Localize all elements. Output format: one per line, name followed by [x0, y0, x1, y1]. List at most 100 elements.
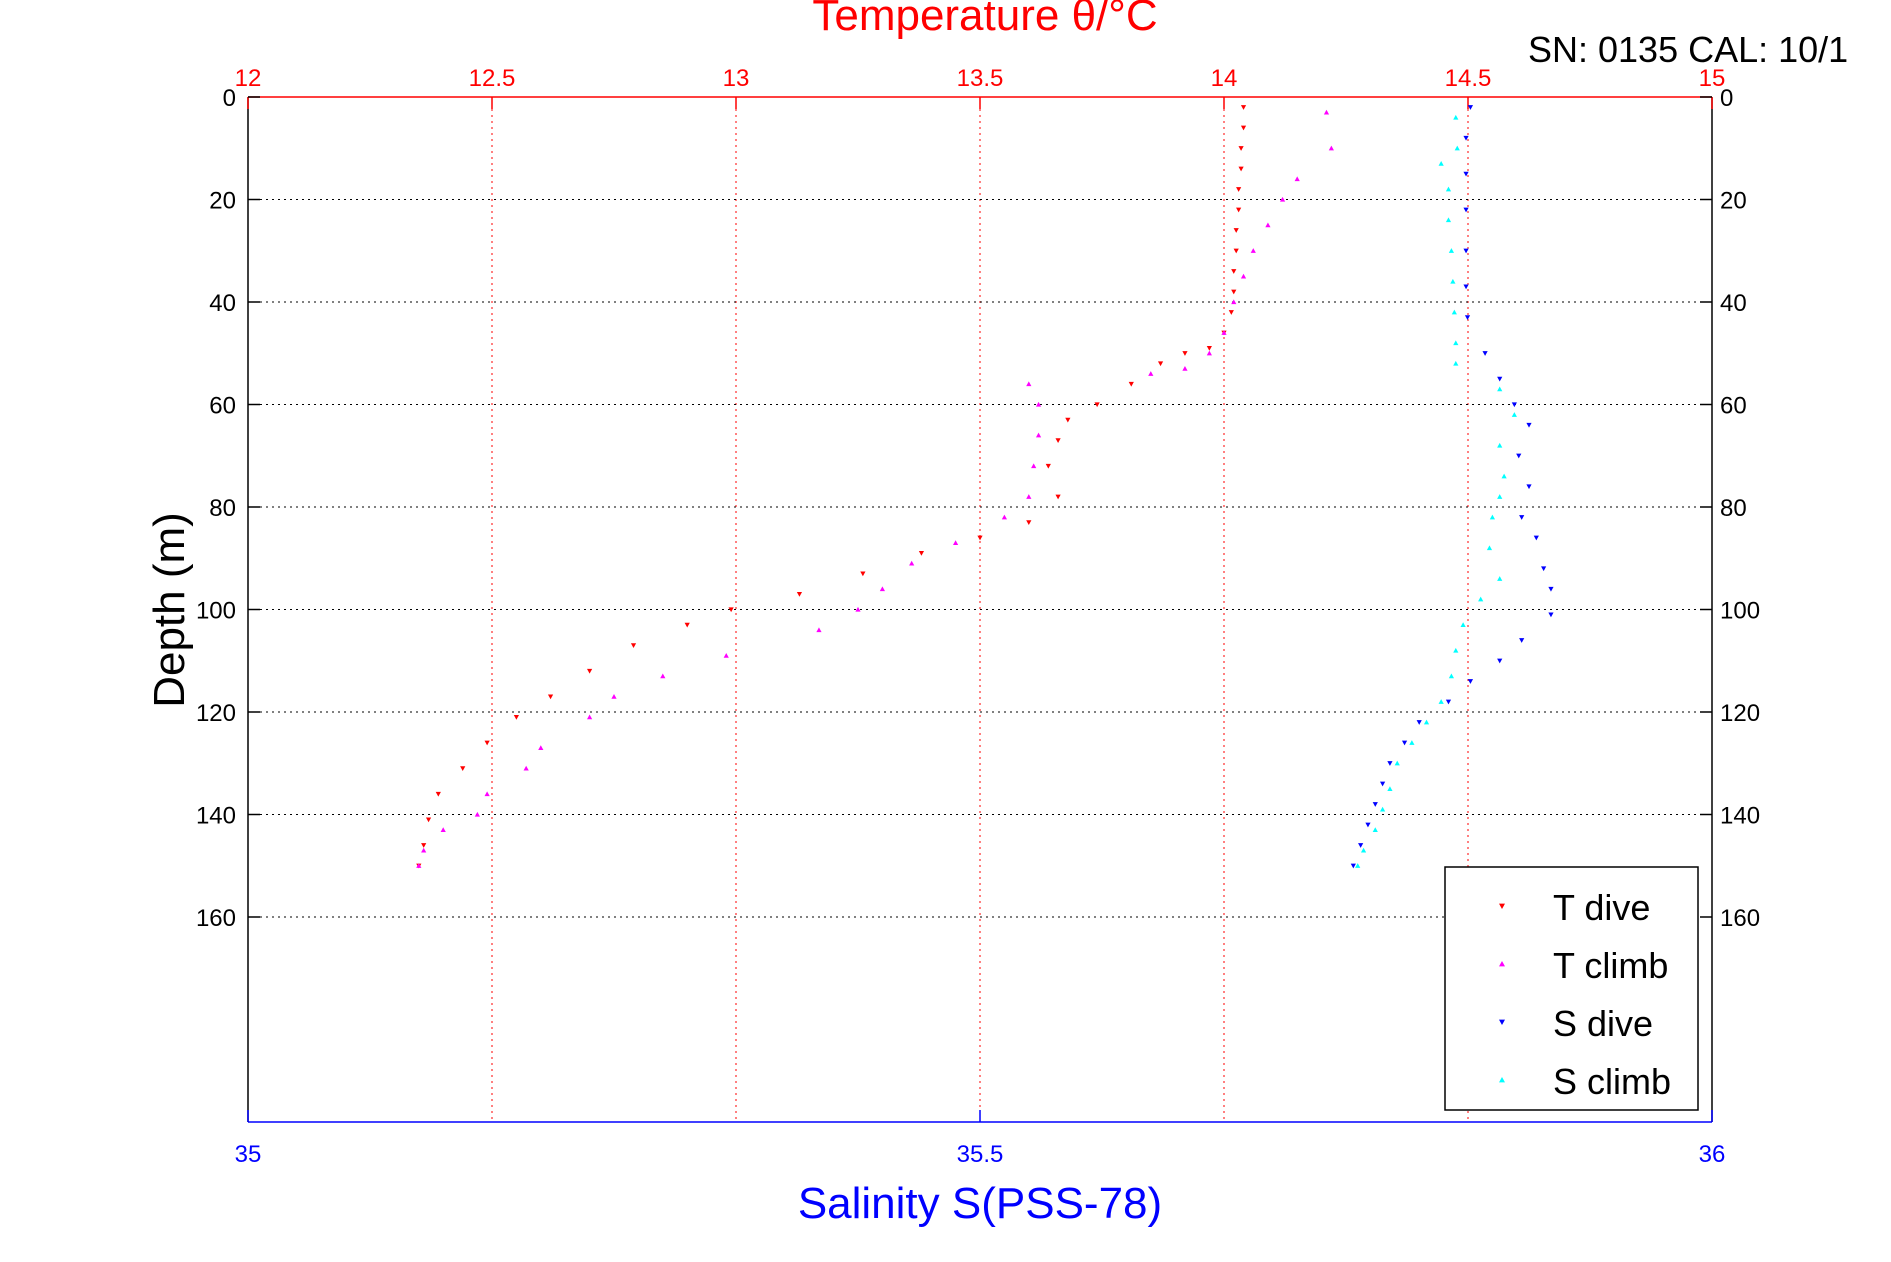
data-point	[460, 766, 466, 771]
tick-labels: 12 12.5 13 13.5 14 14.5 15 35 35.5 36 0 0 20 20 40 40 60…	[196, 65, 1760, 1168]
left-tick-label: 160	[196, 905, 236, 932]
data-point	[1279, 196, 1286, 202]
data-point	[1486, 545, 1493, 551]
right-tick-label: 120	[1720, 700, 1760, 727]
data-point	[587, 668, 593, 674]
data-point	[538, 745, 544, 750]
data-point	[1453, 647, 1459, 653]
data-point	[1445, 186, 1452, 192]
data-point	[1231, 289, 1237, 295]
grid-lines	[248, 97, 1712, 1122]
left-tick-label: 140	[196, 803, 236, 830]
data-point	[918, 551, 925, 556]
legend-marker	[1499, 903, 1505, 909]
data-point	[1450, 278, 1456, 284]
data-point	[1182, 351, 1188, 356]
data-point	[1328, 145, 1334, 151]
data-point	[1416, 720, 1422, 725]
data-point	[1438, 699, 1444, 704]
data-point	[1240, 273, 1247, 279]
legend-label: T climb	[1553, 945, 1668, 986]
data-point	[1035, 432, 1042, 438]
bottom-tick-label: 35.5	[957, 1141, 1004, 1168]
data-point	[1463, 284, 1469, 290]
data-point	[1240, 105, 1247, 110]
data-point	[1497, 376, 1503, 382]
data-point	[1380, 806, 1386, 812]
data-point	[1438, 161, 1444, 166]
left-tick-label: 20	[209, 188, 236, 215]
data-point	[1358, 843, 1364, 848]
data-point	[1182, 366, 1188, 371]
data-point	[523, 765, 529, 771]
data-point	[1055, 438, 1061, 443]
data-point	[1026, 381, 1032, 387]
data-point	[1206, 350, 1212, 356]
left-tick-label: 40	[209, 290, 236, 317]
data-point	[1372, 802, 1378, 807]
legend-label: S climb	[1553, 1061, 1671, 1102]
data-point	[1454, 145, 1460, 151]
left-tick-label: 0	[223, 85, 236, 112]
top-tick-label: 14	[1211, 65, 1238, 92]
data-point	[1451, 309, 1457, 315]
data-point	[1497, 386, 1503, 392]
data-point	[1026, 494, 1032, 499]
data-point	[1460, 622, 1466, 627]
data-point	[1250, 248, 1256, 253]
data-point	[1035, 401, 1042, 407]
left-tick-label: 120	[196, 700, 236, 727]
tick-marks	[247, 96, 1713, 1122]
data-point	[421, 847, 427, 853]
data-point	[1233, 228, 1239, 233]
data-point	[1233, 248, 1239, 254]
data-point	[1157, 361, 1164, 367]
right-tick-label: 20	[1720, 188, 1747, 215]
data-point	[909, 560, 915, 566]
data-point	[547, 694, 554, 700]
data-point	[1448, 673, 1455, 679]
right-tick-label: 40	[1720, 290, 1747, 317]
data-point	[1423, 719, 1430, 725]
data-point	[1031, 463, 1037, 469]
data-point	[1519, 638, 1525, 643]
data-point	[1001, 514, 1007, 520]
data-point	[1401, 740, 1408, 746]
data-point	[1516, 453, 1522, 459]
serial-calibration-annotation: SN: 0135 CAL: 10/1	[1528, 29, 1848, 70]
data-point	[1453, 340, 1459, 346]
data-point	[425, 817, 432, 823]
data-point	[1463, 135, 1469, 141]
top-tick-label: 15	[1699, 65, 1726, 92]
data-point	[879, 586, 885, 592]
data-point	[1467, 105, 1474, 110]
right-tick-label: 60	[1720, 393, 1747, 420]
data-point	[1497, 658, 1503, 664]
data-point	[1548, 586, 1554, 592]
data-point	[1360, 847, 1367, 853]
data-point	[1240, 125, 1247, 131]
data-point	[796, 592, 803, 597]
data-point	[630, 643, 637, 648]
data-point	[723, 653, 729, 658]
right-tick-label: 140	[1720, 803, 1760, 830]
data-point	[1355, 863, 1361, 868]
data-point	[1526, 422, 1532, 428]
data-point	[1372, 827, 1378, 832]
data-point	[1323, 109, 1330, 115]
data-point	[1128, 381, 1134, 387]
data-point	[855, 606, 861, 612]
data-point	[1236, 187, 1242, 192]
data-point	[1497, 442, 1503, 448]
data-point	[1294, 176, 1300, 182]
data-point	[440, 827, 446, 832]
data-point	[1489, 514, 1495, 520]
data-point	[1541, 566, 1547, 572]
right-tick-label: 160	[1720, 905, 1760, 932]
data-point	[1265, 222, 1271, 228]
data-point	[1511, 402, 1517, 408]
data-point	[474, 811, 480, 817]
bottom-tick-label: 35	[235, 1141, 262, 1168]
data-point	[1526, 484, 1532, 490]
